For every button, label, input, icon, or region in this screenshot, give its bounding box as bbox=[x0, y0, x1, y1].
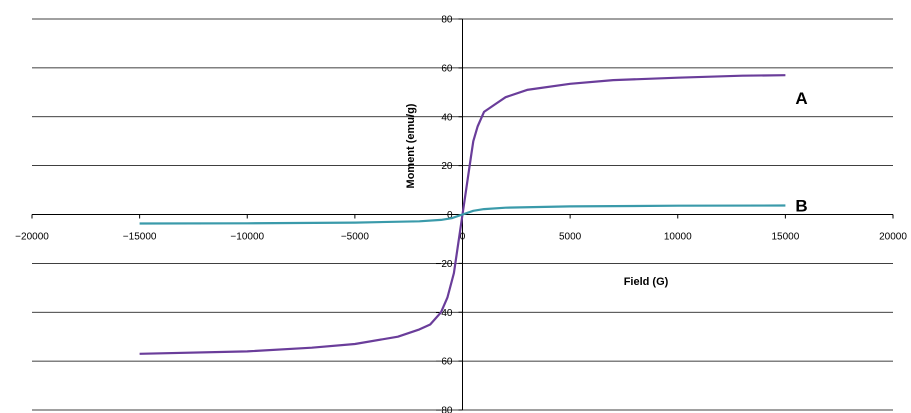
series-label-b: B bbox=[795, 196, 807, 215]
series-labels: AB bbox=[795, 89, 807, 215]
y-tick-label: −40 bbox=[436, 308, 453, 319]
y-tick-label: 40 bbox=[441, 112, 453, 123]
y-tick-label: −20 bbox=[436, 259, 453, 270]
x-tick-label: 10000 bbox=[664, 232, 692, 243]
y-tick-label: 60 bbox=[441, 63, 453, 74]
x-tick-label: 5000 bbox=[559, 232, 582, 243]
x-tick-label: −15000 bbox=[123, 232, 157, 243]
y-tick-label: 80 bbox=[441, 15, 453, 26]
x-tick-label: −10000 bbox=[230, 232, 264, 243]
series-lines bbox=[139, 74, 786, 355]
y-axis-title: Moment (emu/g) bbox=[405, 103, 417, 188]
series-label-a: A bbox=[795, 89, 807, 108]
y-tick-label: 20 bbox=[441, 161, 453, 172]
x-tick-label: 0 bbox=[460, 232, 466, 243]
series-line-b bbox=[139, 204, 786, 225]
y-tick-label: 0 bbox=[447, 210, 453, 221]
x-tick-label: −20000 bbox=[15, 232, 49, 243]
series-line-a bbox=[139, 74, 786, 355]
tick-labels: −20000 −15000 −10000 −5000 0 5000 10000 15000 20… bbox=[15, 15, 907, 413]
y-tick-label: −60 bbox=[436, 357, 453, 368]
x-tick-label: −5000 bbox=[341, 232, 370, 243]
y-tick-label: −80 bbox=[436, 406, 453, 413]
x-axis-title: Field (G) bbox=[624, 276, 669, 288]
x-tick-label: 15000 bbox=[771, 232, 799, 243]
x-tick-label: 20000 bbox=[879, 232, 907, 243]
